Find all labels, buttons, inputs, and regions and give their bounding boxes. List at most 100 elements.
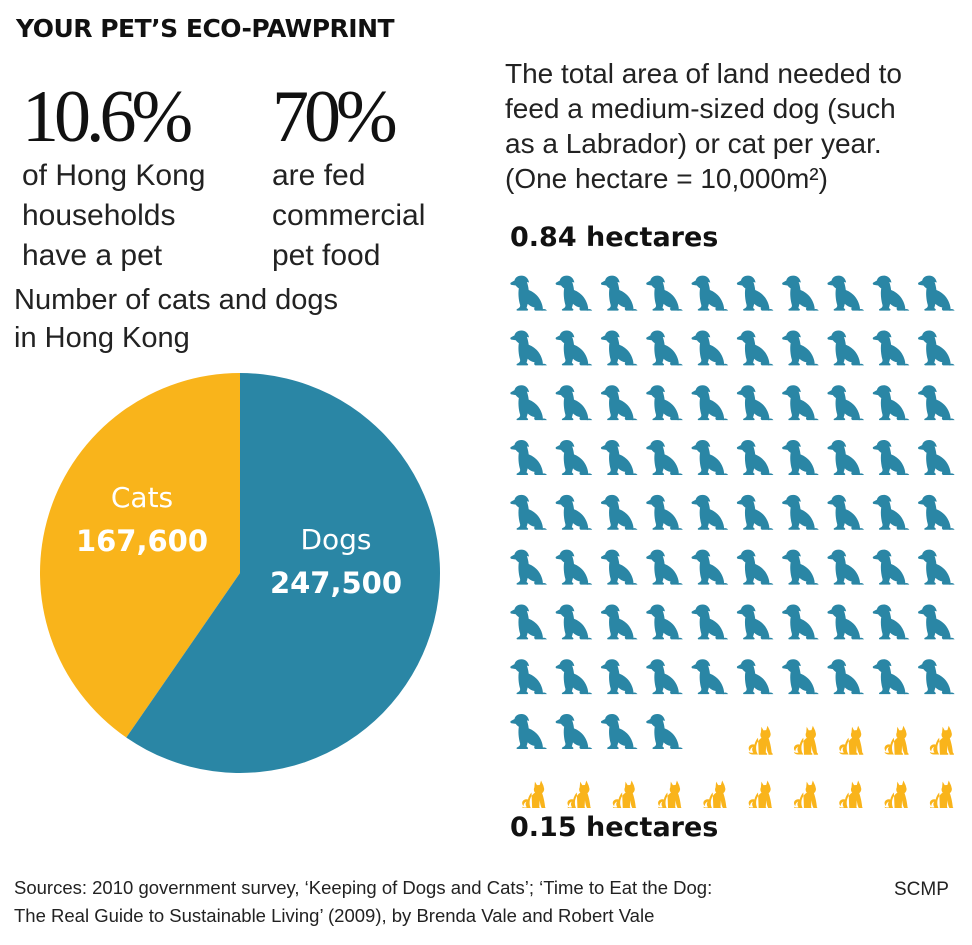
sitting-dog-icon xyxy=(691,604,729,640)
sitting-dog-icon xyxy=(782,440,819,475)
sitting-dog-icon xyxy=(510,275,547,311)
sitting-dog-icon xyxy=(918,385,955,421)
sitting-dog-icon xyxy=(782,330,819,366)
stat-households-line: of Hong Kong xyxy=(22,159,206,192)
sitting-dog-icon xyxy=(918,440,955,475)
pie-slice-cats xyxy=(39,373,241,738)
sitting-dog-icon xyxy=(646,604,683,640)
sitting-dog-icon xyxy=(736,275,774,311)
pie-category-label: Dogs xyxy=(300,523,371,556)
sitting-dog-icon xyxy=(555,494,593,530)
sitting-cat-icon xyxy=(748,725,773,755)
sitting-dog-icon xyxy=(736,385,774,421)
sitting-dog-icon xyxy=(646,494,683,530)
sitting-dog-icon xyxy=(600,385,638,421)
sitting-dog-icon xyxy=(646,714,683,749)
sitting-cat-icon xyxy=(793,725,819,755)
sitting-dog-icon xyxy=(872,549,910,585)
sitting-dog-icon xyxy=(691,659,729,695)
sitting-dog-icon xyxy=(600,494,638,530)
stat-commercial-food-line: pet food xyxy=(272,239,381,272)
sitting-dog-icon xyxy=(782,659,819,695)
sitting-cat-icon xyxy=(612,780,637,808)
sitting-dog-icon xyxy=(510,659,547,695)
stat-commercial-food-line: commercial xyxy=(272,199,426,232)
sitting-dog-icon xyxy=(555,604,593,640)
stat-commercial-food-value: 70% xyxy=(272,76,398,158)
sitting-dog-icon xyxy=(691,549,729,585)
sitting-dog-icon xyxy=(646,659,683,695)
sitting-dog-icon xyxy=(600,275,638,311)
sitting-dog-icon xyxy=(918,659,955,695)
land-description-line: feed a medium-sized dog (such xyxy=(505,93,896,124)
sitting-dog-icon xyxy=(782,549,819,585)
sources-line: The Real Guide to Sustainable Living’ (2… xyxy=(14,905,655,926)
pie-slice-dogs xyxy=(126,373,441,773)
sitting-dog-icon xyxy=(827,275,864,311)
sitting-dog-icon xyxy=(736,330,774,366)
stat-commercial-food-line: are fed xyxy=(272,159,366,192)
stat-households-value: 10.6% xyxy=(22,76,193,158)
stat-households-line: households xyxy=(22,199,176,232)
sitting-dog-icon xyxy=(827,440,864,475)
sitting-dog-icon xyxy=(600,604,638,640)
sitting-dog-icon xyxy=(736,440,774,475)
stat-commercial-food: 70% are fed commercial pet food xyxy=(272,80,425,276)
sitting-dog-icon xyxy=(691,275,729,311)
land-description-line: as a Labrador) or cat per year. xyxy=(505,128,882,159)
sitting-dog-icon xyxy=(691,440,729,475)
sitting-dog-icon xyxy=(827,494,864,530)
sitting-cat-icon xyxy=(839,725,864,755)
sitting-dog-icon xyxy=(736,549,774,585)
sitting-dog-icon xyxy=(918,604,955,640)
pie-value-label: 167,600 xyxy=(76,524,208,558)
sitting-cat-icon xyxy=(839,780,863,808)
sitting-dog-icon xyxy=(646,275,683,311)
sitting-dog-icon xyxy=(782,494,819,530)
sitting-dog-icon xyxy=(918,330,955,366)
sitting-dog-icon xyxy=(600,330,638,366)
sitting-dog-icon xyxy=(555,714,593,749)
infographic-title: YOUR PET’S ECO-PAWPRINT xyxy=(16,14,395,43)
sitting-dog-icon xyxy=(600,549,638,585)
sitting-cat-icon xyxy=(929,725,955,755)
pie-title: Number of cats and dogs in Hong Kong xyxy=(14,281,338,357)
sitting-dog-icon xyxy=(872,659,910,695)
sitting-dog-icon xyxy=(555,659,593,695)
sitting-dog-icon xyxy=(872,385,910,421)
sitting-cat-icon xyxy=(703,780,727,808)
sitting-dog-icon xyxy=(510,385,547,421)
pie-title-line: in Hong Kong xyxy=(14,322,190,354)
sitting-dog-icon xyxy=(646,330,683,366)
sitting-dog-icon xyxy=(782,275,819,311)
sitting-cat-icon xyxy=(567,780,592,808)
sitting-cat-icon xyxy=(748,780,773,808)
sitting-dog-icon xyxy=(827,604,864,640)
pie-value-label: 247,500 xyxy=(270,566,402,600)
sitting-dog-icon xyxy=(827,659,864,695)
sitting-dog-icon xyxy=(691,494,729,530)
pie-title-line: Number of cats and dogs xyxy=(14,284,339,316)
sitting-dog-icon xyxy=(736,659,774,695)
sitting-dog-icon xyxy=(872,604,910,640)
sitting-dog-icon xyxy=(918,494,955,530)
sitting-cat-icon xyxy=(522,780,546,808)
credit-label: SCMP xyxy=(894,879,949,900)
sitting-cat-icon xyxy=(793,780,818,808)
stat-households: 10.6% of Hong Kong households have a pet xyxy=(22,80,205,276)
sitting-dog-icon xyxy=(872,494,910,530)
sitting-dog-icon xyxy=(736,604,774,640)
sitting-dog-icon xyxy=(736,494,774,530)
sitting-dog-icon xyxy=(782,385,819,421)
sitting-cat-icon xyxy=(884,725,909,755)
sources: Sources: 2010 government survey, ‘Keepin… xyxy=(14,874,712,930)
land-pictogram xyxy=(510,275,955,808)
land-description-line: The total area of land needed to xyxy=(505,58,902,89)
sitting-dog-icon xyxy=(555,330,593,366)
sitting-dog-icon xyxy=(872,330,910,366)
sitting-dog-icon xyxy=(827,385,864,421)
sitting-dog-icon xyxy=(555,440,593,475)
land-description: The total area of land needed to feed a … xyxy=(505,56,902,196)
sitting-dog-icon xyxy=(646,549,683,585)
sitting-dog-icon xyxy=(691,385,729,421)
